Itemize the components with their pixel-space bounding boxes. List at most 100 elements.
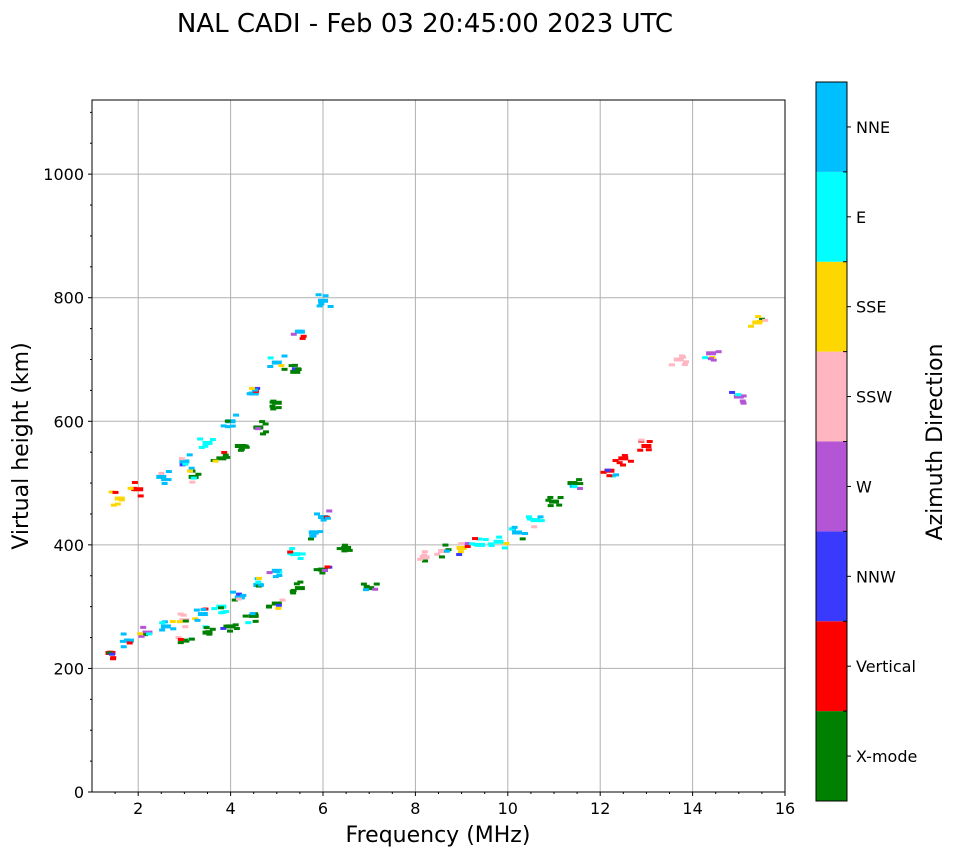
echo-speck [482,538,489,542]
echo-speck [612,459,619,463]
echo-speck [177,641,184,645]
echo-speck [119,639,126,643]
echo-speck [341,549,348,553]
echo-speck [521,531,528,535]
echo-speck [188,466,195,470]
echo-speck [194,618,201,622]
echo-speck [232,623,239,627]
colorbar-tick-label: X-mode [856,747,917,766]
y-tick-label: 0 [74,783,84,802]
plot-background [92,100,785,792]
echo-speck [547,504,554,508]
echo-speck [186,453,193,457]
echo-speck [161,478,168,482]
x-tick-label: 8 [410,799,420,818]
echo-speck [158,471,165,475]
echo-speck [267,356,274,360]
colorbar-tick-label: NNW [856,567,896,586]
echo-speck [576,478,583,482]
echo-point [318,298,328,303]
echo-speck [124,638,131,642]
echo-speck [707,357,714,361]
echo-point [234,444,245,448]
echo-speck [188,637,195,641]
echo-speck [138,634,145,638]
echo-speck [729,390,736,394]
echo-speck [576,486,583,490]
echo-point [216,456,227,461]
echo-speck [175,636,182,640]
echo-speck [320,518,327,522]
echo-speck [526,517,533,521]
colorbar-segment [816,261,847,352]
colorbar-segment [816,621,847,712]
echo-speck [265,605,272,609]
echo-point [530,518,541,523]
echo-speck [434,552,441,556]
echo-speck [740,394,747,398]
y-tick-label: 400 [53,536,84,555]
echo-speck [702,356,709,360]
echo-speck [272,575,279,579]
echo-point [318,515,328,520]
echo-speck [469,542,476,546]
echo-speck [190,476,197,480]
echo-speck [373,582,380,586]
echo-speck [290,591,297,595]
echo-speck [212,459,219,463]
echo-speck [161,481,168,485]
echo-speck [165,478,172,482]
echo-speck [169,620,176,624]
echo-point [706,351,717,356]
echo-speck [547,495,554,499]
echo-speck [204,442,211,446]
echo-speck [275,603,282,607]
echo-speck [759,317,766,321]
echo-speck [233,627,240,631]
echo-speck [200,608,207,612]
colorbar-frame [815,81,848,802]
echo-speck [755,315,762,319]
echo-speck [739,399,746,403]
echo-speck [127,486,134,490]
echo-speck [231,598,238,602]
echo-speck [165,470,172,474]
echo-speck [249,386,256,390]
x-tick-label: 16 [775,799,795,818]
echo-speck [240,444,247,448]
echo-speck [645,448,652,452]
echo-speck [299,336,306,340]
echo-speck [238,447,245,451]
echo-speck [251,388,258,392]
echo-speck [108,490,115,494]
echo-speck [131,480,138,484]
echo-speck [681,363,688,367]
echo-speck [464,544,471,548]
echo-point [248,613,259,618]
colorbar-segment [816,351,847,442]
echo-speck [192,617,199,621]
colorbar-segment [816,82,847,172]
echo-speck [224,455,231,459]
echo-speck [252,619,259,623]
echo-speck [120,632,127,636]
azimuth-colorbar: X-mode Vertical NNW W SSW SSE E NNE [815,81,917,802]
echo-speck [233,413,240,417]
echo-point [271,601,282,606]
echo-speck [457,550,464,554]
echo-speck [324,516,331,520]
echo-speck [281,354,288,358]
echo-speck [627,459,634,463]
echo-speck [458,542,465,546]
echo-speck [254,386,261,390]
echo-speck [197,437,204,441]
colorbar-tick-label: SSW [856,388,892,407]
echo-point [475,542,486,547]
echo-speck [270,407,277,411]
echo-speck [193,608,200,612]
echo-speck [293,582,300,586]
echo-speck [682,360,689,364]
echo-speck [472,537,479,541]
echo-speck [324,565,331,569]
echo-speck [620,463,627,467]
